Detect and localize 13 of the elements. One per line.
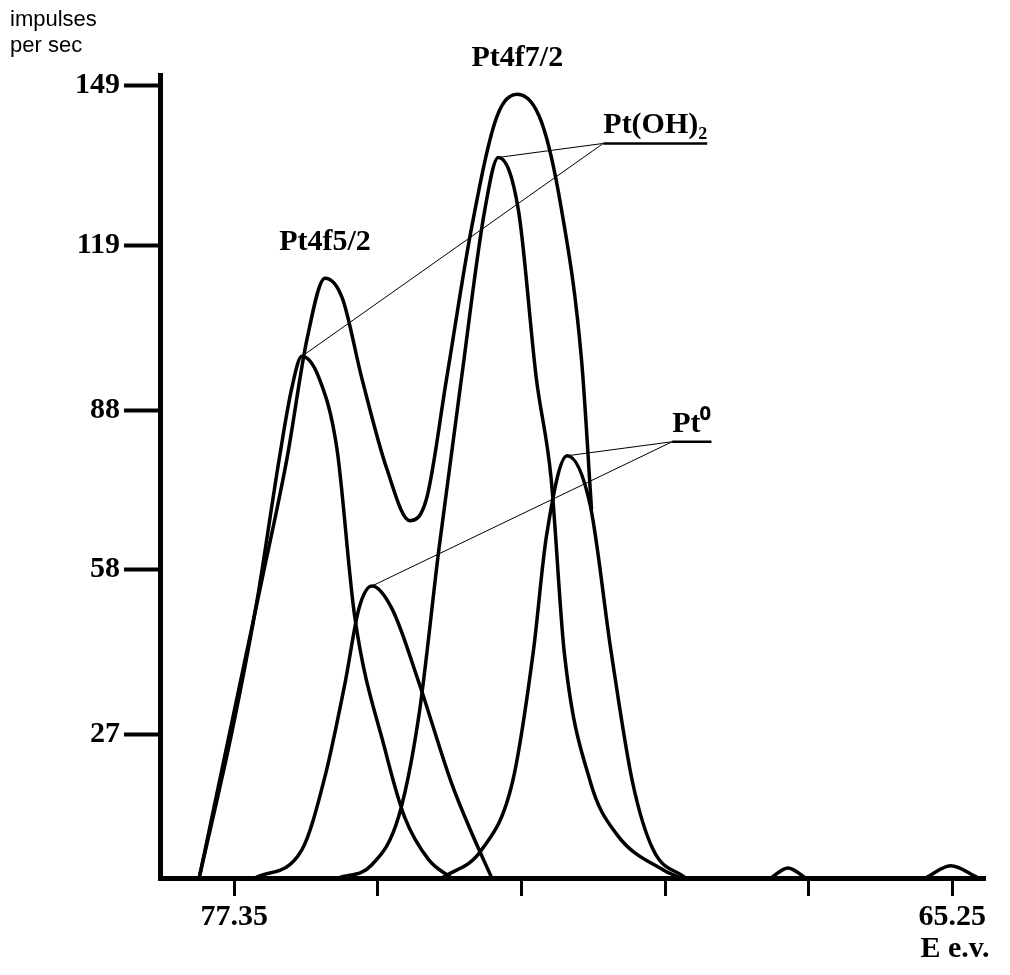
annotation: Pt4f7/2 <box>471 39 564 73</box>
y-tick-label: 149 <box>75 66 120 100</box>
y-axis-title: impulses per sec <box>10 6 97 57</box>
y-tick-label: 58 <box>90 550 120 584</box>
text: Pt(OH)₂ <box>603 106 708 141</box>
x-tick-label: 65.25 <box>918 897 987 931</box>
y-tick-label: 27 <box>90 715 120 749</box>
y-tick-label: 119 <box>76 225 120 259</box>
x-axis-title: E e.v. <box>920 930 990 963</box>
annotation: Pt4f5/2 <box>279 223 371 257</box>
text: Pt⁰ <box>672 404 712 438</box>
y-tick-label: 88 <box>90 390 120 424</box>
x-tick-label: 77.35 <box>200 897 268 931</box>
